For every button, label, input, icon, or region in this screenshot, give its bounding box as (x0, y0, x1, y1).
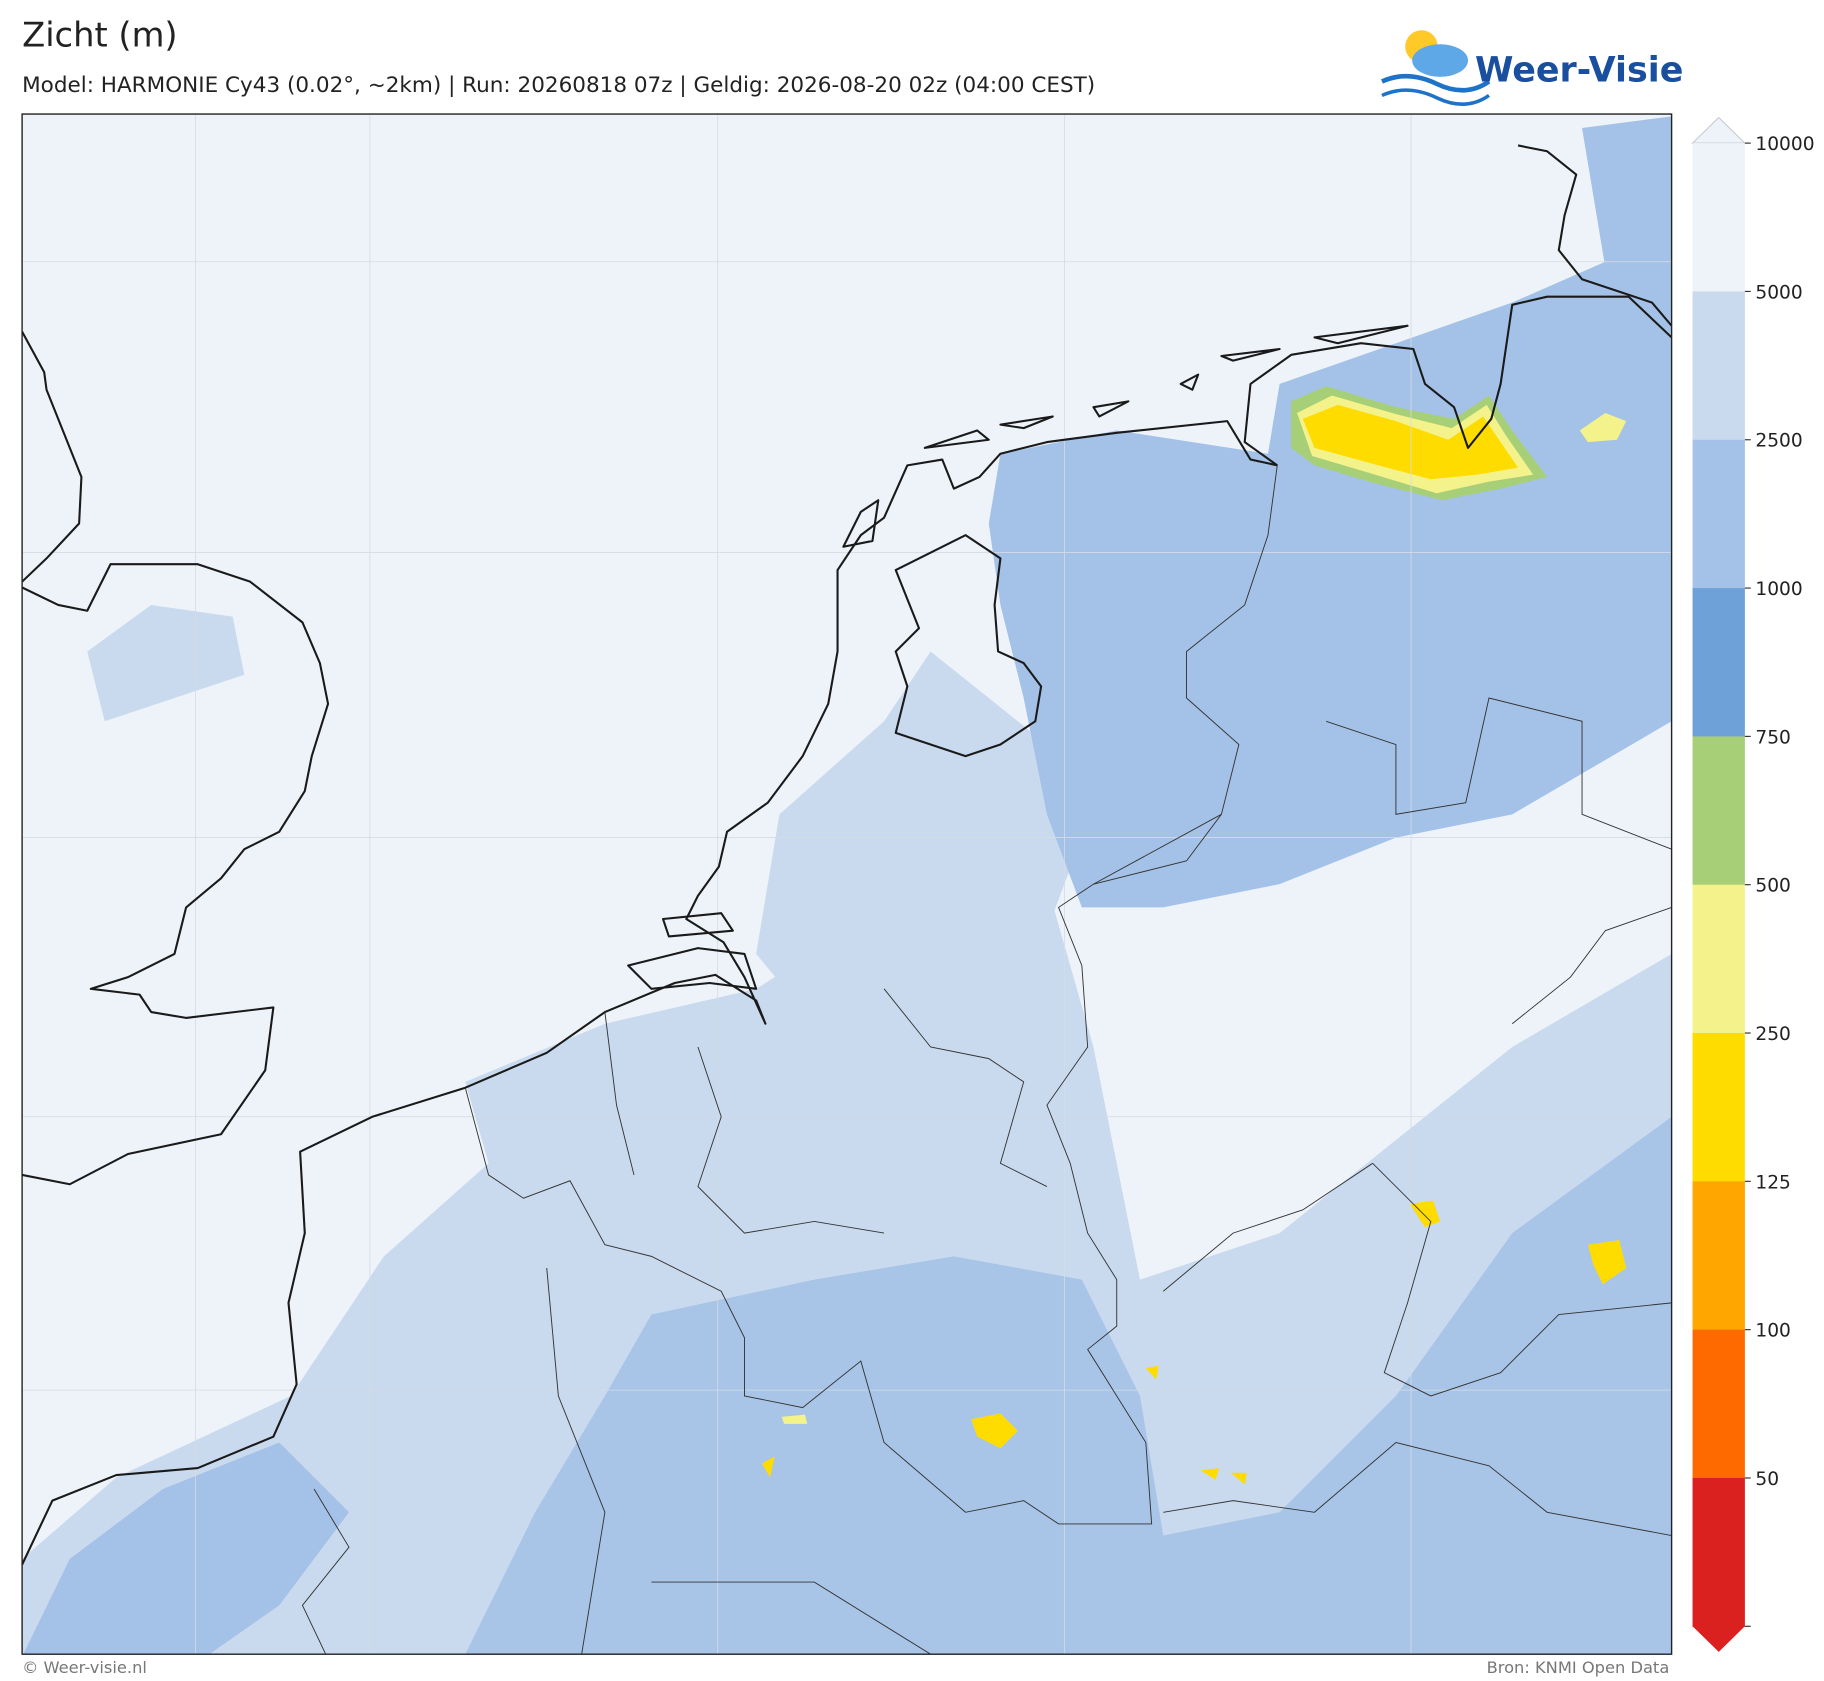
field-mid (23, 1442, 349, 1655)
field-mid (1582, 116, 1672, 291)
borders (301, 465, 1672, 1655)
colorbar-tick-label: 500 (1755, 876, 1791, 897)
field-light (22, 884, 1672, 1655)
coastline (1243, 295, 1672, 467)
logo-text: Weer-Visie (1475, 50, 1683, 90)
field-mid (465, 1116, 1672, 1655)
colorbar-tick-label: 1000 (1755, 579, 1802, 600)
logo-cloud (1412, 44, 1469, 77)
colorbar-extension (1692, 1626, 1745, 1652)
colorbar-segment (1692, 588, 1745, 737)
colorbar-segment (1692, 143, 1745, 293)
colorbar-tick-label: 750 (1755, 727, 1791, 748)
coastline (1517, 144, 1672, 327)
field-pale-yellow (781, 1414, 808, 1424)
field-yellow (1302, 404, 1519, 480)
subtitle: Model: HARMONIE Cy43 (0.02°, ~2km) | Run… (22, 73, 1095, 98)
logo-wave (1381, 88, 1490, 106)
colorbar: 10000 5000 2500 1000 750 500 250 125 100 50 (1691, 116, 1815, 1652)
islands (842, 324, 1409, 548)
title: Zicht (m) (22, 16, 177, 55)
field-light (87, 604, 245, 722)
country-border (464, 465, 1278, 1525)
colorbar-segment (1692, 1329, 1745, 1479)
colorbar-segment (1692, 291, 1745, 441)
colorbar-segment (1692, 1033, 1745, 1182)
colorbar-segment (1692, 1181, 1745, 1331)
footer-source: Bron: KNMI Open Data (1487, 1658, 1670, 1677)
colorbar-tick-label: 100 (1755, 1321, 1791, 1342)
region-border (301, 697, 1672, 1655)
logo-wave (1380, 73, 1491, 93)
colorbar-tick-label: 125 (1755, 1172, 1791, 1193)
visibility-field (22, 116, 1672, 1655)
coastline (22, 331, 83, 583)
colorbar-segment (1692, 736, 1745, 886)
colorbar-segment (1692, 439, 1745, 589)
field-yellow (971, 1413, 1018, 1449)
colorbar-segment (1692, 1477, 1745, 1627)
coastline (22, 563, 330, 1186)
grid-lines (22, 114, 1672, 1655)
coastlines (22, 144, 1672, 1566)
colorbar-tick-label: 50 (1755, 1469, 1779, 1490)
estuary (627, 912, 758, 990)
colorbar-segment (1692, 884, 1745, 1034)
field-yellow (1587, 1240, 1627, 1285)
logo: Weer-Visie (1380, 30, 1683, 106)
field-clear (1105, 884, 1466, 1141)
footer-credit: © Weer-visie.nl (22, 1658, 147, 1677)
field-yellow (1409, 1200, 1441, 1228)
field-pale-yellow (1579, 413, 1627, 443)
graticule (22, 114, 1672, 1655)
field-mid (988, 232, 1672, 908)
colorbar-tick-label: 5000 (1755, 282, 1802, 303)
map-frame (21, 113, 1673, 1655)
colorbar-tick-label: 2500 (1755, 431, 1802, 452)
colorbar-tick-label: 250 (1755, 1024, 1791, 1045)
map (22, 114, 1672, 1655)
coastline (22, 420, 1278, 1566)
colorbar-tick-label: 10000 (1755, 134, 1814, 155)
coastline (894, 534, 1043, 758)
